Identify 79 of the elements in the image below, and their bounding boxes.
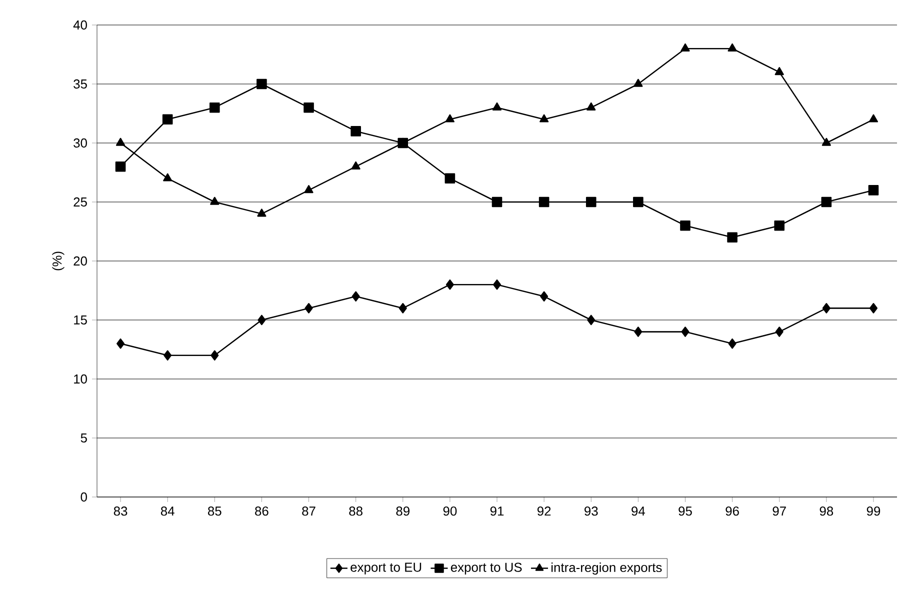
legend-label: export to EU bbox=[350, 562, 422, 574]
point bbox=[256, 78, 267, 90]
point bbox=[444, 173, 456, 184]
point bbox=[680, 220, 690, 231]
point bbox=[210, 350, 219, 361]
point bbox=[587, 314, 596, 326]
point bbox=[869, 303, 878, 314]
x-tick-label: 93 bbox=[584, 506, 598, 516]
point bbox=[822, 138, 831, 146]
x-tick-label: 88 bbox=[349, 506, 362, 516]
legend-label: export to US bbox=[450, 562, 522, 574]
point bbox=[398, 303, 407, 314]
point bbox=[540, 114, 549, 122]
point bbox=[680, 43, 690, 52]
point bbox=[257, 208, 266, 217]
y-tick-label: 30 bbox=[74, 138, 87, 148]
legend-label: intra-region exports bbox=[551, 562, 662, 575]
point bbox=[492, 102, 502, 110]
point bbox=[727, 232, 738, 243]
point bbox=[350, 126, 361, 136]
point bbox=[304, 185, 314, 194]
x-tick-label: 92 bbox=[537, 506, 551, 516]
x-tick-label: 89 bbox=[396, 506, 410, 516]
point bbox=[774, 220, 785, 231]
point bbox=[210, 196, 220, 205]
point bbox=[210, 102, 220, 113]
point bbox=[492, 279, 502, 290]
point bbox=[634, 78, 643, 87]
point bbox=[868, 114, 878, 122]
point bbox=[163, 173, 172, 182]
point bbox=[540, 291, 548, 302]
y-tick-label: 10 bbox=[74, 374, 87, 384]
point bbox=[634, 326, 642, 337]
point bbox=[352, 291, 360, 302]
y-tick-label: 35 bbox=[74, 79, 87, 89]
x-tick-label: 96 bbox=[726, 506, 739, 516]
y-tick-label: 15 bbox=[74, 315, 87, 325]
x-tick-label: 95 bbox=[678, 506, 692, 516]
y-tick-label: 0 bbox=[80, 492, 87, 502]
point bbox=[258, 314, 266, 326]
point bbox=[586, 102, 596, 110]
point bbox=[822, 303, 830, 314]
x-tick-label: 83 bbox=[114, 506, 128, 516]
point bbox=[821, 196, 832, 208]
point bbox=[116, 338, 125, 349]
point bbox=[164, 350, 172, 361]
y-tick-label: 25 bbox=[74, 197, 87, 207]
y-tick-label: 20 bbox=[74, 256, 87, 266]
point bbox=[538, 196, 550, 208]
x-tick-label: 91 bbox=[490, 506, 504, 516]
point bbox=[162, 114, 173, 125]
point bbox=[304, 102, 314, 113]
point bbox=[775, 326, 784, 337]
y-axis-title: (%) bbox=[52, 252, 64, 270]
point bbox=[492, 196, 502, 208]
point bbox=[304, 303, 313, 314]
y-tick-label: 5 bbox=[80, 433, 87, 443]
point bbox=[728, 338, 736, 349]
point bbox=[728, 43, 737, 52]
point bbox=[774, 67, 784, 76]
y-tick-label: 40 bbox=[73, 20, 87, 30]
point bbox=[633, 196, 644, 208]
x-tick-label: 99 bbox=[866, 506, 880, 516]
point bbox=[681, 326, 690, 337]
x-tick-label: 94 bbox=[632, 506, 646, 516]
x-tick-label: 84 bbox=[160, 506, 174, 516]
x-tick-label: 87 bbox=[302, 506, 316, 516]
point bbox=[116, 138, 126, 146]
x-tick-label: 85 bbox=[208, 506, 222, 516]
x-tick-label: 90 bbox=[443, 506, 457, 516]
x-tick-label: 98 bbox=[820, 506, 834, 516]
point bbox=[445, 114, 454, 122]
point bbox=[586, 196, 596, 208]
point bbox=[351, 161, 360, 170]
x-tick-label: 86 bbox=[255, 506, 268, 516]
point bbox=[115, 161, 126, 172]
point bbox=[446, 279, 454, 290]
point bbox=[868, 185, 879, 196]
x-tick-label: 97 bbox=[772, 506, 786, 516]
